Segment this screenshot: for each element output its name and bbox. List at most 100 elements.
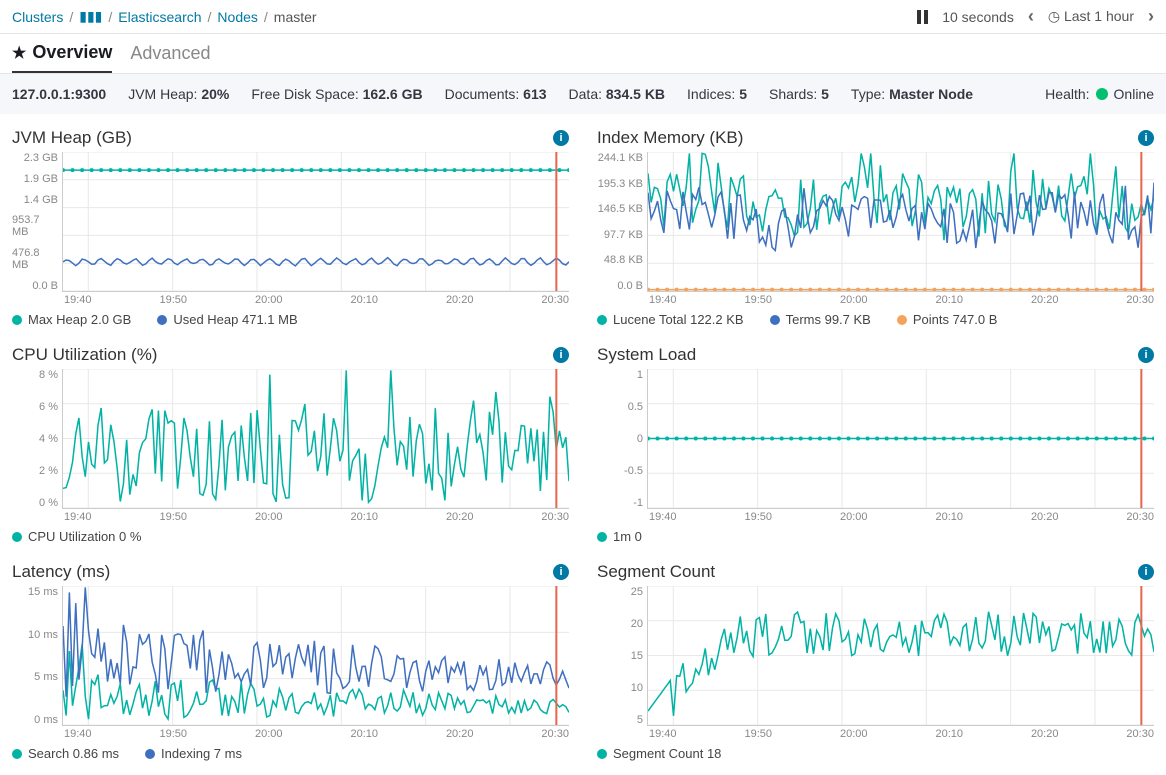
chart-title: Segment Count	[597, 562, 715, 582]
legend-label: Search 0.86 ms	[28, 746, 119, 761]
ytick: 244.1 KB	[598, 152, 643, 164]
breadcrumb-elasticsearch[interactable]: Elasticsearch	[118, 9, 201, 25]
xtick: 20:00	[255, 294, 283, 306]
ytick: 953.7 MB	[12, 214, 58, 238]
chart-plot[interactable]	[62, 586, 569, 726]
xtick: 20:10	[350, 294, 378, 306]
xtick: 20:30	[1126, 511, 1154, 523]
stat-health: Health: Online	[1045, 86, 1154, 102]
chart-legend: 1m 0	[597, 529, 1154, 544]
legend-label: Indexing 7 ms	[161, 746, 242, 761]
breadcrumb-nodes[interactable]: Nodes	[217, 9, 257, 25]
breadcrumb: Clusters/▮▮▮/Elasticsearch/Nodes/master	[12, 8, 917, 25]
xtick: 20:00	[255, 728, 283, 740]
legend-item[interactable]: Indexing 7 ms	[145, 746, 242, 761]
chart-plot[interactable]	[647, 369, 1154, 509]
ytick: 5 ms	[34, 671, 58, 683]
info-icon[interactable]: i	[553, 564, 569, 580]
info-icon[interactable]: i	[553, 130, 569, 146]
legend-item[interactable]: 1m 0	[597, 529, 642, 544]
info-icon[interactable]: i	[1138, 347, 1154, 363]
chart-legend: Lucene Total 122.2 KB Terms 99.7 KB Points…	[597, 312, 1154, 327]
ytick: 15 ms	[28, 586, 58, 598]
chart-cpu: CPU Utilization (%)i8 %6 %4 %2 %0 %19:40…	[12, 345, 569, 544]
legend-label: 1m 0	[613, 529, 642, 544]
xtick: 20:10	[350, 511, 378, 523]
time-range[interactable]: Last 1 hour	[1048, 8, 1134, 25]
chart-segment: Segment Counti25201510519:4019:5020:0020…	[597, 562, 1154, 761]
legend-label: Used Heap 471.1 MB	[173, 312, 297, 327]
ytick: 2.3 GB	[24, 152, 58, 164]
ytick: 476.8 MB	[12, 247, 58, 271]
stat-heap: JVM Heap: 20%	[128, 86, 229, 102]
xtick: 19:50	[159, 294, 187, 306]
legend-dot-icon	[597, 315, 607, 325]
info-icon[interactable]: i	[1138, 564, 1154, 580]
xtick: 20:20	[1031, 728, 1059, 740]
chart-legend: Search 0.86 ms Indexing 7 ms	[12, 746, 569, 761]
ytick: 4 %	[39, 433, 58, 445]
xtick: 20:20	[446, 728, 474, 740]
xtick: 20:30	[541, 728, 569, 740]
info-icon[interactable]: i	[1138, 130, 1154, 146]
ytick: 10 ms	[28, 629, 58, 641]
xtick: 19:40	[64, 294, 92, 306]
xtick: 19:40	[64, 728, 92, 740]
ytick: 1.9 GB	[24, 173, 58, 185]
chart-load: System Loadi10.50-0.5-119:4019:5020:0020…	[597, 345, 1154, 544]
ytick: 97.7 KB	[604, 229, 643, 241]
ytick: -0.5	[624, 465, 643, 477]
chart-index: Index Memory (KB)i244.1 KB195.3 KB146.5 …	[597, 128, 1154, 327]
legend-item[interactable]: Terms 99.7 KB	[770, 312, 871, 327]
chart-plot[interactable]	[647, 586, 1154, 726]
ytick: 146.5 KB	[598, 203, 643, 215]
ytick: 0.0 B	[617, 280, 643, 292]
stat-indices: Indices: 5	[687, 86, 747, 102]
refresh-interval[interactable]: 10 seconds	[942, 9, 1014, 25]
stat-shards: Shards: 5	[769, 86, 829, 102]
xtick: 20:30	[541, 511, 569, 523]
xtick: 20:20	[446, 511, 474, 523]
stat-data: Data: 834.5 KB	[569, 86, 666, 102]
ytick: 1.4 GB	[24, 194, 58, 206]
legend-item[interactable]: Lucene Total 122.2 KB	[597, 312, 744, 327]
xtick: 19:50	[744, 294, 772, 306]
xtick: 20:10	[350, 728, 378, 740]
tab-advanced[interactable]: Advanced	[130, 42, 210, 73]
ytick: 20	[631, 618, 643, 630]
chart-plot[interactable]	[62, 152, 569, 292]
ytick: 0 ms	[34, 714, 58, 726]
info-icon[interactable]: i	[553, 347, 569, 363]
legend-dot-icon	[597, 532, 607, 542]
tab-overview-label: Overview	[32, 42, 112, 63]
legend-label: Lucene Total 122.2 KB	[613, 312, 744, 327]
breadcrumb-clusters[interactable]: Clusters	[12, 9, 63, 25]
breadcrumb-master: master	[274, 9, 317, 25]
ytick: 2 %	[39, 465, 58, 477]
ytick: 8 %	[39, 369, 58, 381]
xtick: 20:20	[1031, 294, 1059, 306]
chevron-left-icon[interactable]: ‹	[1028, 6, 1034, 27]
ytick: 0.0 B	[32, 280, 58, 292]
chevron-right-icon[interactable]: ›	[1148, 6, 1154, 27]
xtick: 19:40	[649, 294, 677, 306]
ytick: 6 %	[39, 401, 58, 413]
legend-item[interactable]: CPU Utilization 0 %	[12, 529, 141, 544]
xtick: 20:10	[935, 294, 963, 306]
chart-legend: Max Heap 2.0 GB Used Heap 471.1 MB	[12, 312, 569, 327]
legend-item[interactable]: Segment Count 18	[597, 746, 721, 761]
chart-plot[interactable]	[62, 369, 569, 509]
chart-plot[interactable]	[647, 152, 1154, 292]
chart-latency: Latency (ms)i15 ms10 ms5 ms0 ms19:4019:5…	[12, 562, 569, 761]
tab-overview[interactable]: ★Overview	[12, 42, 112, 73]
xtick: 20:20	[446, 294, 474, 306]
legend-item[interactable]: Points 747.0 B	[897, 312, 998, 327]
legend-item[interactable]: Search 0.86 ms	[12, 746, 119, 761]
legend-label: Points 747.0 B	[913, 312, 998, 327]
legend-item[interactable]: Used Heap 471.1 MB	[157, 312, 297, 327]
legend-item[interactable]: Max Heap 2.0 GB	[12, 312, 131, 327]
legend-label: Segment Count 18	[613, 746, 721, 761]
ytick: 48.8 KB	[604, 254, 643, 266]
breadcrumb-▮▮▮[interactable]: ▮▮▮	[79, 8, 102, 25]
pause-icon[interactable]	[917, 10, 928, 24]
